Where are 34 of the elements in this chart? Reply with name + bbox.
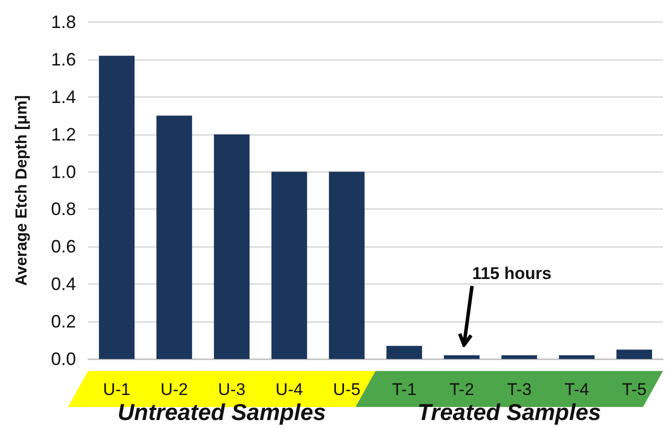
y-axis-title: Average Etch Depth [μm] — [14, 95, 30, 286]
x-tick-label: T-3 — [506, 380, 532, 399]
text: Treated Samples — [417, 399, 602, 426]
x-tick-label: U-3 — [218, 380, 246, 399]
bar — [328, 172, 365, 359]
x-tick-label: T-5 — [622, 380, 647, 399]
annotation: 115 hours — [472, 264, 552, 284]
bar — [156, 116, 192, 359]
x-tick-label: T-1 — [392, 380, 417, 399]
y-tick-label: 0.6 — [50, 236, 76, 257]
x-tick-label: U-4 — [276, 380, 303, 399]
bar — [444, 355, 480, 359]
y-tick-label: 1.2 — [50, 124, 76, 144]
y-tick-label: 1.0 — [50, 162, 76, 182]
text: Untreated Samples — [118, 399, 326, 426]
bar — [214, 134, 250, 359]
y-tick-label: 0.0 — [50, 349, 76, 369]
x-tick-label: U-1 — [103, 380, 130, 399]
y-tick-label: 1.6 — [50, 49, 76, 70]
y-tick-label: 1.8 — [50, 12, 76, 32]
bar — [501, 355, 538, 359]
x-tick-label: U-2 — [160, 380, 188, 399]
x-tick-label: U-5 — [333, 380, 360, 399]
x-tick-label: T-4 — [564, 380, 590, 399]
y-tick-label: 1.4 — [50, 86, 76, 107]
bar — [271, 172, 308, 359]
bar — [558, 355, 595, 359]
y-tick-label: 0.4 — [50, 274, 76, 294]
bar — [386, 346, 422, 359]
y-tick-label: 0.2 — [50, 312, 76, 332]
x-tick-label: T-2 — [449, 380, 474, 399]
bar — [98, 56, 135, 359]
y-tick-label: 0.8 — [50, 199, 76, 220]
bar — [616, 350, 652, 359]
